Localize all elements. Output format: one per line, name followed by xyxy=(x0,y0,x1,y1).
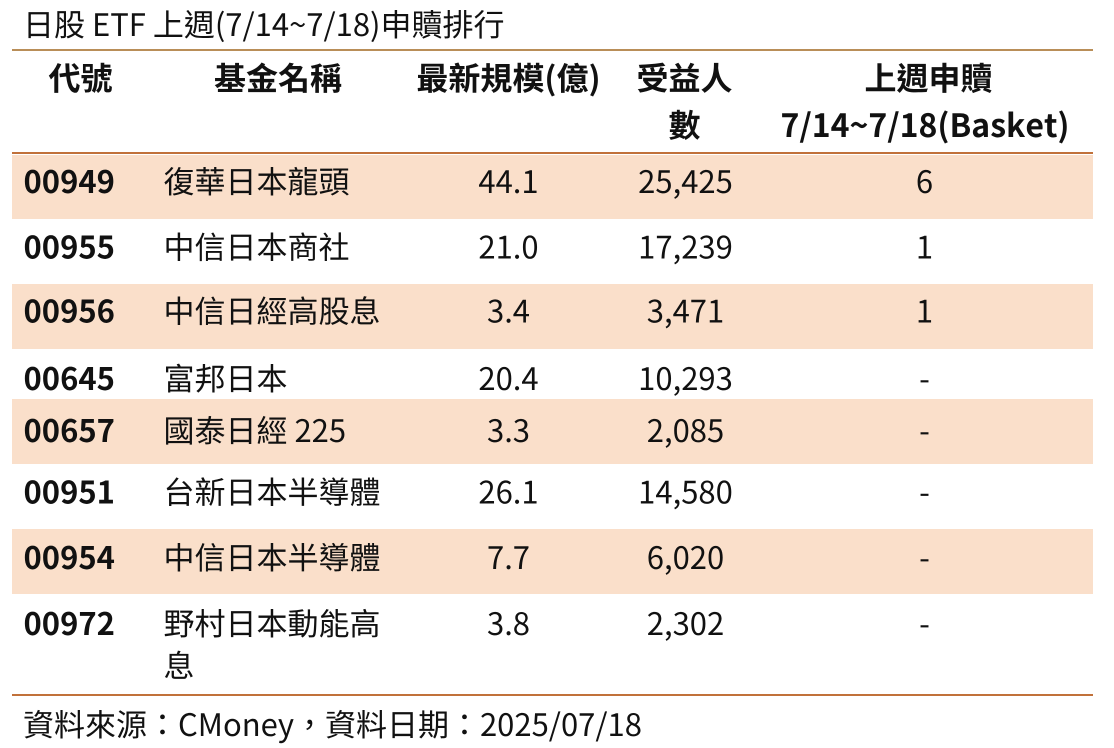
fund-scale: 3.3 xyxy=(486,406,531,452)
fund-scale: 26.1 xyxy=(478,467,539,513)
fund-name: 野村日本動能高息 xyxy=(163,598,381,686)
column-header-scale: 最新規模(億) xyxy=(386,51,631,151)
fund-holders: 2,302 xyxy=(646,598,725,644)
fund-baskets: - xyxy=(919,533,930,578)
title-underline xyxy=(11,48,1093,51)
fund-holders: 2,085 xyxy=(646,406,725,452)
column-header-holders: 受益人 數 xyxy=(629,51,741,151)
fund-name: 中信日本商社 xyxy=(163,222,350,268)
table-bottom-rule xyxy=(11,693,1093,697)
column-header-line: 數 xyxy=(668,101,701,148)
fund-name: 中信日本半導體 xyxy=(163,533,381,578)
fund-name: 中信日經高股息 xyxy=(163,286,381,332)
table-row: 00645 富邦日本 20.4 10,293 - xyxy=(12,349,1093,400)
fund-baskets: - xyxy=(919,598,930,644)
table-row: 00954 中信日本半導體 7.7 6,020 - xyxy=(11,529,1093,594)
fund-holders: 3,471 xyxy=(646,286,725,332)
column-header-line: 7/14~7/18(Basket) xyxy=(780,101,1070,148)
fund-code: 00949 xyxy=(23,156,115,202)
fund-name: 國泰日經 225 xyxy=(163,406,347,452)
fund-scale: 44.1 xyxy=(478,156,539,202)
fund-holders: 14,580 xyxy=(638,467,733,513)
fund-code: 00657 xyxy=(23,406,115,452)
column-header-line: 上週申贖 xyxy=(864,53,993,100)
table-row: 00955 中信日本商社 21.0 17,239 1 xyxy=(12,219,1093,284)
table-row: 00956 中信日經高股息 3.4 3,471 1 xyxy=(11,284,1093,349)
fund-name: 台新日本半導體 xyxy=(163,467,381,513)
fund-name: 富邦日本 xyxy=(163,353,288,399)
table-row: 00972 野村日本動能高息 3.8 2,302 - xyxy=(12,594,1093,694)
fund-code: 00955 xyxy=(23,222,115,268)
column-header-line: 最新規模(億) xyxy=(416,53,601,100)
fund-code: 00956 xyxy=(23,286,115,332)
fund-holders: 10,293 xyxy=(638,353,733,399)
fund-code: 00645 xyxy=(23,353,115,399)
fund-code: 00972 xyxy=(23,598,115,644)
fund-code: 00954 xyxy=(23,533,115,578)
fund-holders: 25,425 xyxy=(638,156,733,202)
fund-scale: 20.4 xyxy=(478,353,539,399)
fund-scale: 7.7 xyxy=(486,533,531,578)
fund-code: 00951 xyxy=(23,467,115,513)
fund-baskets: 1 xyxy=(915,286,934,332)
fund-baskets: 6 xyxy=(915,156,934,202)
fund-baskets: - xyxy=(919,406,930,452)
column-header-line: 基金名稱 xyxy=(213,53,342,100)
table-body: 00949 復華日本龍頭 44.1 25,425 6 00955 中信日本商社 … xyxy=(11,155,1093,694)
column-header-name: 基金名稱 xyxy=(161,51,396,151)
fund-scale: 3.8 xyxy=(486,598,531,644)
header-rule xyxy=(11,151,1093,155)
column-header-baskets: 上週申贖 7/14~7/18(Basket) xyxy=(750,51,1101,151)
fund-holders: 17,239 xyxy=(638,222,733,268)
table-row: 00951 台新日本半導體 26.1 14,580 - xyxy=(12,464,1093,529)
fund-scale: 21.0 xyxy=(478,222,539,268)
table-header: 代號 基金名稱 最新規模(億) 受益人 數 上週申贖 7/14~7/18(Bas… xyxy=(12,51,1093,151)
fund-baskets: - xyxy=(919,467,930,513)
column-header-code: 代號 xyxy=(12,51,150,151)
fund-holders: 6,020 xyxy=(646,533,725,578)
page-title: 日股 ETF 上週(7/14~7/18)申贖排行 xyxy=(23,0,505,45)
table-row: 00657 國泰日經 225 3.3 2,085 - xyxy=(11,399,1093,464)
fund-name: 復華日本龍頭 xyxy=(163,156,350,202)
column-header-line: 代號 xyxy=(48,53,113,100)
table-row: 00949 復華日本龍頭 44.1 25,425 6 xyxy=(11,155,1093,219)
data-source-note: 資料來源：CMoney，資料日期：2025/07/18 xyxy=(23,700,642,745)
fund-baskets: - xyxy=(919,353,930,399)
fund-scale: 3.4 xyxy=(486,286,531,332)
fund-baskets: 1 xyxy=(915,222,934,268)
column-header-line: 受益人 xyxy=(636,53,733,100)
